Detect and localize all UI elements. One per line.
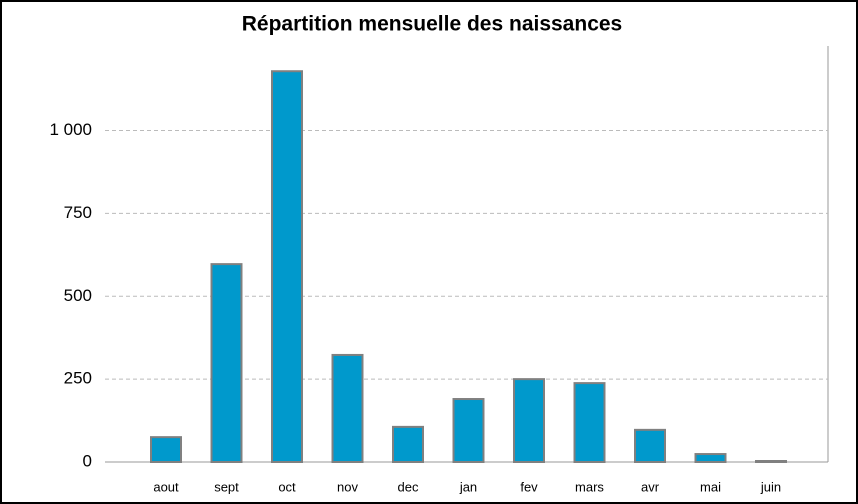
bar [694,453,727,464]
y-tick-label: 1 000 [49,120,92,139]
bar [573,382,606,463]
bar [452,398,485,464]
x-tick-label: dec [398,479,419,494]
bar [210,263,243,463]
x-tick-label: avr [641,479,660,494]
y-tick-label: 500 [64,286,92,305]
bar [634,428,666,463]
y-tick-label: 250 [64,369,92,388]
x-tick-label: oct [278,479,296,494]
x-tick-label: juin [760,479,781,494]
x-tick-label: nov [337,479,358,494]
x-tick-label: mars [575,479,604,494]
x-tick-label: aout [153,479,179,494]
x-tick-label: jan [459,479,477,494]
bar [150,436,182,464]
y-tick-label: 750 [64,203,92,222]
bar [513,378,545,463]
bar [392,425,424,463]
bar [331,353,364,463]
bar [271,70,303,464]
chart-title: Répartition mensuelle des naissances [242,13,622,36]
x-tick-label: mai [700,479,721,494]
y-tick-label: 0 [83,451,92,470]
x-tick-label: sept [214,479,239,494]
bar [755,460,787,464]
x-tick-label: fev [520,479,538,494]
